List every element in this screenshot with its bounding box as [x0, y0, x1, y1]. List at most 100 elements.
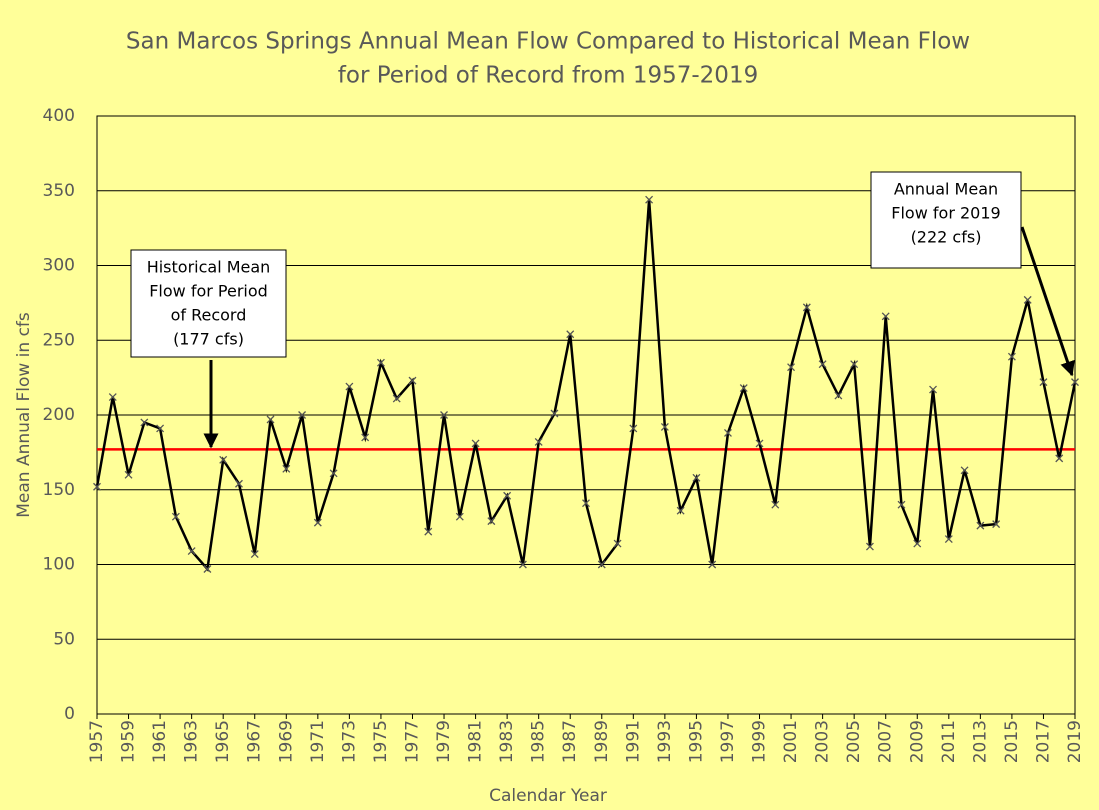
marker — [755, 439, 764, 448]
annotation-text: Flow for 2019 — [891, 204, 1000, 223]
x-tick-label: 2015 — [1002, 720, 1022, 763]
marker — [802, 303, 811, 312]
marker — [424, 527, 433, 536]
y-axis-label: Mean Annual Flow in cfs — [14, 312, 34, 518]
marker — [187, 547, 196, 556]
y-tick-label: 50 — [53, 629, 75, 649]
y-tick-label: 0 — [64, 704, 75, 724]
annotation-box — [130, 249, 287, 358]
marker — [250, 550, 259, 558]
y-tick-label: 150 — [43, 480, 75, 500]
y-tick-label: 100 — [43, 555, 75, 575]
marker — [1039, 378, 1048, 387]
x-tick-label: 1973 — [339, 720, 359, 763]
x-tick-label: 1989 — [592, 720, 612, 763]
annotation-text: Annual Mean — [894, 180, 998, 199]
marker — [235, 479, 243, 488]
x-tick-label: 1967 — [245, 720, 265, 763]
y-tick-label: 250 — [43, 330, 75, 350]
marker — [361, 433, 370, 442]
marker — [345, 382, 354, 391]
marker — [881, 312, 890, 321]
marker — [597, 560, 606, 569]
x-axis-label: Calendar Year — [489, 786, 607, 806]
marker — [392, 394, 401, 403]
x-tick-label: 1963 — [182, 720, 202, 763]
x-tick-label: 2005 — [844, 720, 864, 763]
annotation-text: Historical Mean — [147, 258, 271, 277]
x-tick-label: 1969 — [276, 720, 296, 763]
marker — [1007, 352, 1016, 361]
marker — [960, 466, 969, 475]
marker — [566, 330, 575, 339]
x-tick-label: 2007 — [876, 720, 896, 763]
y-tick-label: 200 — [43, 405, 75, 425]
x-tick-label: 2019 — [1065, 720, 1085, 763]
marker — [834, 391, 843, 400]
marker — [771, 500, 780, 509]
x-tick-label: 1979 — [434, 720, 454, 763]
x-tick-label: 1993 — [655, 720, 675, 763]
marker — [440, 411, 448, 419]
marker — [503, 491, 512, 500]
marker — [171, 512, 180, 521]
annotation-text: of Record — [171, 306, 247, 325]
marker — [582, 499, 590, 508]
marker — [818, 360, 827, 369]
y-tick-label: 300 — [43, 256, 75, 276]
annotation-box — [870, 171, 1022, 269]
marker — [93, 482, 101, 491]
marker — [676, 506, 685, 515]
y-tick-label: 350 — [43, 181, 75, 201]
marker — [313, 518, 322, 527]
marker — [219, 455, 228, 464]
x-tick-label: 2009 — [907, 720, 927, 763]
marker — [724, 428, 732, 437]
marker — [992, 520, 1001, 529]
marker — [929, 385, 937, 394]
x-tick-label: 1995 — [686, 720, 706, 763]
marker — [518, 560, 527, 569]
marker — [692, 473, 701, 482]
marker — [976, 521, 985, 530]
marker — [282, 464, 291, 473]
y-tick-label: 400 — [43, 106, 75, 126]
marker — [455, 512, 464, 521]
chart-title: for Period of Record from 1957-2019 — [338, 63, 758, 89]
x-tick-label: 1997 — [718, 720, 738, 763]
marker — [471, 439, 480, 448]
marker — [850, 360, 859, 369]
x-tick-label: 1987 — [560, 720, 580, 763]
marker — [534, 437, 543, 446]
annotation-text: (177 cfs) — [173, 330, 244, 349]
x-tick-label: 1983 — [497, 720, 517, 763]
x-tick-label: 1959 — [119, 720, 139, 763]
x-tick-label: 2011 — [939, 720, 959, 763]
x-tick-label: 1999 — [750, 720, 770, 763]
marker — [408, 376, 417, 385]
annotation-text: Flow for Period — [149, 282, 268, 301]
marker — [708, 560, 717, 569]
marker — [865, 542, 874, 551]
marker — [376, 358, 385, 367]
x-tick-label: 1991 — [623, 720, 643, 763]
marker — [156, 424, 165, 433]
x-tick-label: 2013 — [970, 720, 990, 763]
marker — [329, 469, 338, 478]
marker — [298, 411, 307, 419]
x-tick-label: 1981 — [466, 720, 486, 763]
marker — [266, 415, 275, 424]
marker — [629, 424, 638, 433]
marker — [203, 565, 212, 573]
marker — [550, 409, 559, 418]
marker — [897, 500, 906, 509]
x-tick-label: 1985 — [529, 720, 549, 763]
x-tick-label: 1961 — [150, 720, 170, 763]
marker — [1023, 295, 1032, 304]
marker — [108, 393, 117, 402]
marker — [487, 517, 496, 526]
marker — [660, 423, 669, 431]
marker — [739, 384, 748, 393]
marker — [787, 363, 796, 372]
